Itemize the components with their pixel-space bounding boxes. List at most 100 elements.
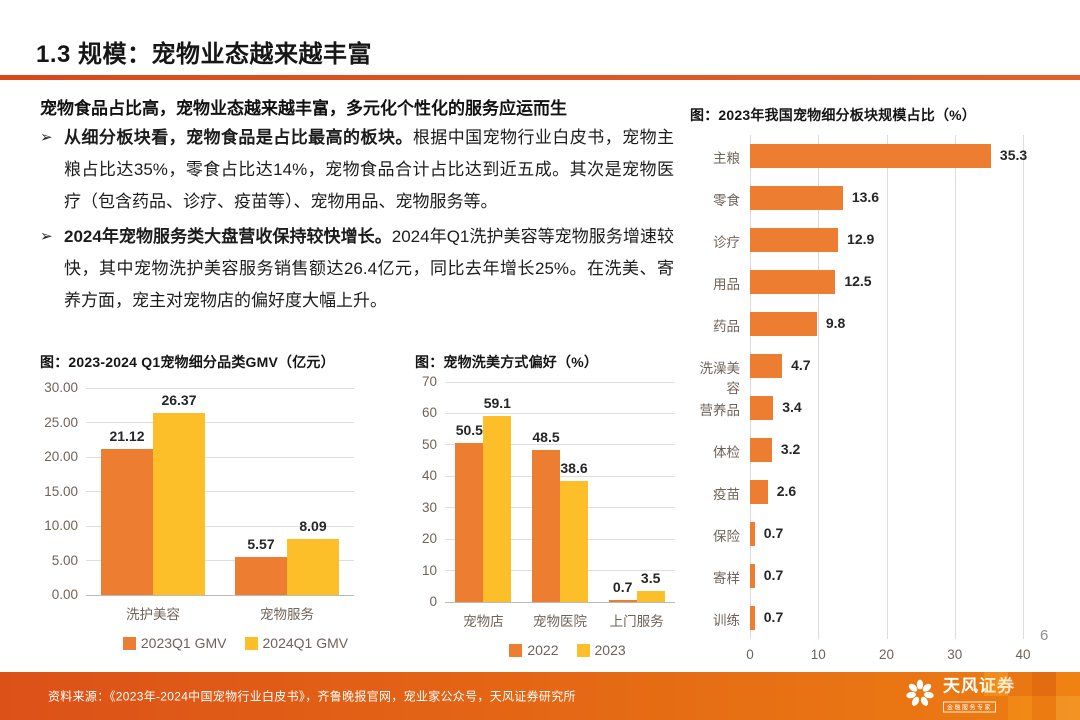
- bar-value-label: 12.5: [844, 273, 872, 289]
- y-axis-tick-label: 20: [421, 531, 437, 547]
- bar-宠物店-2022: [455, 443, 484, 602]
- legend-item: 2023: [576, 642, 626, 658]
- bar-value-label: 5.57: [247, 535, 275, 552]
- gridline: [1023, 135, 1024, 639]
- y-axis-tick-label: 10: [421, 562, 437, 578]
- gridline: [86, 560, 354, 561]
- y-axis-tick-label: 50: [421, 436, 437, 452]
- brand-logo: 天风证券 金融服务专家: [905, 676, 1015, 715]
- bar-value-label: 9.8: [825, 315, 846, 331]
- x-axis-category-row: 洗护美容 宠物服务: [86, 603, 385, 623]
- bullet-bold-text: 2024年宠物服务类大盘营收保持较快增长。: [64, 227, 392, 246]
- gridline: [750, 135, 751, 639]
- footer-band: 资料来源：《2023年-2024中国宠物行业白皮书》，齐鲁晚报官网，宠业家公众号…: [0, 672, 1080, 720]
- category-label-主粮: 主粮: [713, 151, 740, 166]
- chart-legend: 2022 2023: [445, 642, 690, 658]
- y-axis-tick-label: 5.00: [51, 552, 78, 568]
- chart-title: 图：2023年我国宠物细分板块规模占比（%）: [690, 107, 976, 123]
- bar-零食: [750, 186, 843, 210]
- gridline: [886, 135, 888, 639]
- bar-value-label: 50.5: [455, 422, 483, 439]
- bar-用品: [750, 270, 836, 294]
- legend-swatch: [122, 636, 136, 650]
- x-axis-category-label: 上门服务: [609, 614, 664, 629]
- x-axis-category-row: 宠物店 宠物医院 上门服务: [445, 610, 690, 630]
- gridline: [445, 444, 675, 446]
- x-axis-tick-label: 30: [947, 647, 963, 662]
- x-axis-tick-label: 10: [810, 647, 826, 662]
- brand-name: 天风证券: [943, 676, 1015, 696]
- x-axis-category-label: 宠物医院: [532, 614, 587, 629]
- y-axis-tick-label: 30: [421, 499, 437, 515]
- bar-宠物服务-2023Q1 GMV: [235, 556, 287, 595]
- bar-value-label: 0.7: [763, 567, 784, 583]
- x-axis-tick-label: 0: [746, 647, 754, 662]
- gridline: [86, 525, 354, 527]
- category-label-训练: 训练: [713, 613, 740, 628]
- bar-value-label: 3.2: [780, 441, 801, 457]
- bar-营养品: [750, 396, 774, 420]
- category-label-保险: 保险: [713, 529, 740, 544]
- gridline: [445, 412, 675, 414]
- bar-value-label: 8.09: [299, 518, 327, 535]
- gridline: [86, 491, 354, 492]
- bar-value-label: 13.6: [851, 189, 880, 205]
- chart-plot-area: 0 10 20 30 40 50 60 70 50.5 59.1 48.5 38.6 0.7 3.5: [422, 374, 675, 609]
- legend-label: 2022: [527, 642, 559, 658]
- bar-value-label: 38.6: [560, 459, 588, 476]
- bullet-item: ➢ 从细分板块看，宠物食品是占比最高的板块。根据中国宠物行业白皮书，宠物主粮占比达…: [40, 122, 674, 218]
- bar-宠物服务-2024Q1 GMV: [287, 539, 339, 595]
- bar-value-label: 59.1: [483, 395, 511, 412]
- gridline: [954, 135, 956, 639]
- category-label-零食: 零食: [713, 193, 740, 208]
- source-note: 资料来源：《2023年-2024中国宠物行业白皮书》，齐鲁晚报官网，宠业家公众号…: [48, 689, 576, 704]
- y-axis-tick-label: 60: [421, 405, 437, 421]
- bar-value-label: 0.7: [612, 578, 633, 595]
- bullet-list: ➢ 从细分板块看，宠物食品是占比最高的板块。根据中国宠物行业白皮书，宠物主粮占比达…: [40, 122, 674, 320]
- bullet-arrow-icon: ➢: [40, 228, 53, 245]
- gridline: [86, 422, 354, 423]
- chart-plot-area: 0 10 20 30 40 主粮 35.3 零食 13.6 诊疗 12.9 用品 12.5 药品 9.8 洗澡…: [690, 135, 1073, 667]
- legend-label: 2023Q1 GMV: [140, 635, 227, 651]
- bar-药品: [750, 312, 817, 336]
- bar-体检: [750, 438, 772, 462]
- bar-value-label: 0.7: [763, 609, 784, 625]
- x-axis-tick-label: 20: [878, 647, 895, 662]
- bar-value-label: 35.3: [999, 147, 1028, 163]
- gridline: [445, 601, 675, 603]
- gridline: [86, 594, 354, 596]
- chart-gmv-by-category: 图：2023-2024 Q1宠物细分品类GMV（亿元） 0.00 5.00 10.00…: [40, 352, 385, 651]
- bullet-bold-text: 从细分板块看，宠物食品是占比最高的板块。: [64, 128, 413, 147]
- bar-主粮: [750, 144, 991, 168]
- bar-上门服务-2022: [608, 599, 637, 602]
- bar-洗护美容-2023Q1 GMV: [101, 449, 153, 595]
- gridline: [445, 475, 675, 477]
- bar-宠物医院-2023: [560, 480, 588, 602]
- bar-上门服务-2023: [636, 591, 665, 602]
- title-divider: [0, 75, 1080, 80]
- gridline: [818, 135, 820, 639]
- bullet-body-text: 2024年Q1洗护美容等宠物服务增速较快，其中宠物洗护美容服务销售额达26.4亿…: [64, 227, 674, 310]
- category-label-营养品: 营养品: [699, 403, 741, 418]
- bar-value-label: 12.9: [847, 231, 875, 247]
- brand-tagline: 金融服务专家: [943, 701, 997, 713]
- y-axis-tick-label: 70: [421, 374, 437, 389]
- bar-保险: [750, 522, 755, 546]
- x-axis-category-label: 洗护美容: [126, 607, 180, 622]
- chart-segment-share: 图：2023年我国宠物细分板块规模占比（%） 0 10 20 30 40 主粮 35.3 零食 1…: [690, 105, 1078, 667]
- legend-swatch: [509, 643, 523, 657]
- bullet-item: ➢ 2024年宠物服务类大盘营收保持较快增长。2024年Q1洗护美容等宠物服务增速…: [40, 221, 674, 317]
- y-axis-tick-label: 15.00: [44, 483, 78, 499]
- bar-宠物店-2023: [483, 416, 512, 602]
- bar-诊疗: [750, 228, 839, 252]
- legend-label: 2024Q1 GMV: [262, 635, 349, 651]
- legend-swatch: [576, 643, 590, 657]
- chart-plot-area: 0.00 5.00 10.00 15.00 20.00 25.00 30.00 21.12 26…: [44, 380, 354, 602]
- bar-value-label: 21.12: [109, 428, 145, 445]
- y-axis-tick-label: 25.00: [44, 414, 78, 430]
- category-label-诊疗: 诊疗: [713, 235, 740, 250]
- x-axis-category-label: 宠物服务: [260, 607, 314, 622]
- x-axis-category-label: 宠物店: [463, 614, 504, 629]
- legend-item: 2023Q1 GMV: [122, 635, 227, 651]
- y-axis-tick-label: 10.00: [44, 518, 78, 533]
